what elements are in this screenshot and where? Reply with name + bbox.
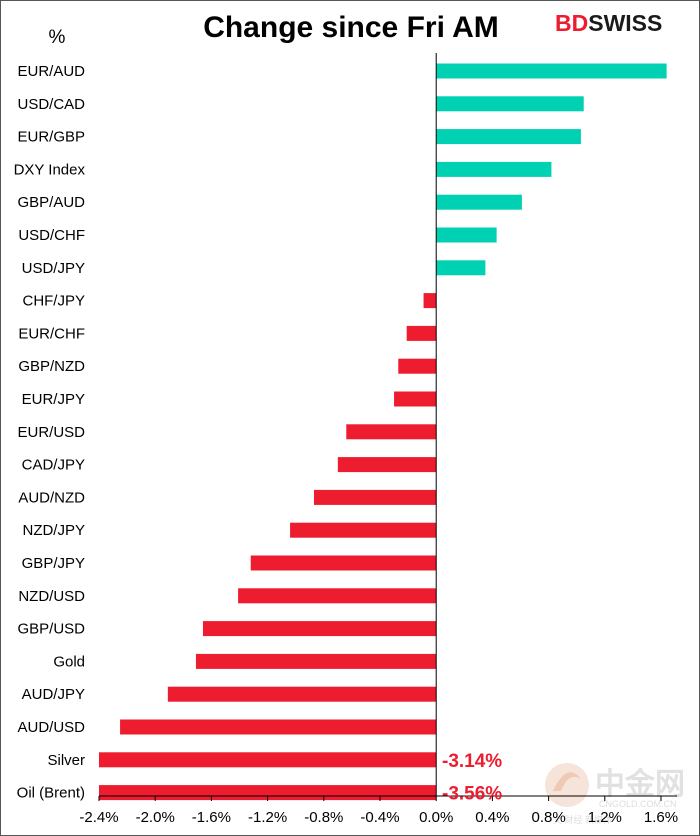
- x-tick-label: 0.8%: [531, 809, 565, 826]
- category-label-usd-chf: USD/CHF: [18, 227, 85, 244]
- bar-eur-gbp: [436, 129, 581, 145]
- x-tick-label: 0.4%: [475, 809, 509, 826]
- bar-usd-cad: [436, 96, 584, 112]
- category-label-aud-nzd: AUD/NZD: [18, 489, 85, 506]
- bar-gold: [195, 653, 437, 669]
- bar-usd-jpy: [436, 260, 486, 276]
- x-axis: -2.4% -2.0% -1.6% -1.2% -0.8% -0.4% 0.0% 0.4% 0.…: [79, 53, 678, 826]
- annotation-oil-brent: -3.56%: [442, 784, 502, 805]
- category-label-nzd-usd: NZD/USD: [18, 588, 85, 605]
- svg-text:BDSWISS: BDSWISS: [555, 10, 662, 36]
- category-label-gbp-nzd: GBP/NZD: [18, 358, 85, 375]
- bar-chf-jpy: [423, 293, 437, 309]
- x-tick-label: -0.4%: [360, 809, 399, 826]
- category-label-gbp-usd: GBP/USD: [17, 621, 85, 638]
- bar-aud-jpy: [167, 686, 437, 702]
- watermark-logo-icon: [545, 763, 589, 807]
- category-label-aud-jpy: AUD/JPY: [22, 686, 85, 703]
- x-tick-label: -1.6%: [192, 809, 231, 826]
- category-label-usd-jpy: USD/JPY: [22, 260, 85, 277]
- bar-gbp-usd: [202, 621, 437, 637]
- bar-gbp-nzd: [398, 358, 437, 374]
- bar-aud-nzd: [313, 489, 437, 505]
- bar-eur-usd: [346, 424, 437, 440]
- bar-eur-jpy: [394, 391, 437, 407]
- category-labels: EUR/AUD USD/CAD EUR/GBP DXY Index GBP/AUD USD…: [14, 63, 86, 802]
- bar-aud-usd: [120, 719, 437, 735]
- x-tick-label: -2.4%: [79, 809, 118, 826]
- bar-usd-chf: [436, 227, 497, 243]
- category-label-gold: Gold: [53, 653, 85, 670]
- bar-gbp-aud: [436, 194, 522, 210]
- chart-title: Change since Fri AM: [203, 11, 499, 44]
- category-label-eur-chf: EUR/CHF: [18, 325, 85, 342]
- category-label-dxy-index: DXY Index: [14, 161, 86, 178]
- bar-eur-aud: [436, 63, 667, 79]
- watermark-text: 中金网: [595, 767, 685, 801]
- x-tick-label: -2.0%: [136, 809, 175, 826]
- logo-swiss-text: SWISS: [588, 10, 662, 36]
- brand-logo: BDSWISS: [555, 10, 662, 36]
- category-label-nzd-jpy: NZD/JPY: [22, 522, 85, 539]
- bar-gbp-jpy: [250, 555, 437, 571]
- category-label-gbp-aud: GBP/AUD: [17, 194, 85, 211]
- x-tick-label: -0.8%: [304, 809, 343, 826]
- category-label-eur-usd: EUR/USD: [17, 424, 85, 441]
- unit-label: %: [49, 27, 66, 48]
- bar-eur-chf: [406, 325, 437, 341]
- bar-cad-jpy: [337, 457, 437, 473]
- category-label-eur-jpy: EUR/JPY: [22, 391, 85, 408]
- annotations: -3.14% -3.56%: [442, 751, 502, 805]
- category-label-gbp-jpy: GBP/JPY: [22, 555, 85, 572]
- x-tick-label: 1.2%: [588, 809, 622, 826]
- watermark-subtext: CNGOLD.COM.CN: [599, 799, 677, 809]
- logo-bd-text: BD: [555, 10, 588, 36]
- bar-nzd-usd: [238, 588, 437, 604]
- category-label-eur-aud: EUR/AUD: [17, 63, 85, 80]
- category-label-silver: Silver: [47, 752, 85, 769]
- category-label-chf-jpy: CHF/JPY: [22, 293, 85, 310]
- category-label-oil-brent: Oil (Brent): [17, 785, 85, 802]
- bars-group: [99, 63, 667, 801]
- x-tick-label: 1.6%: [644, 809, 678, 826]
- bar-dxy-index: [436, 161, 552, 177]
- category-label-usd-cad: USD/CAD: [17, 96, 85, 113]
- watermark-swirl-icon: [553, 772, 581, 791]
- category-label-aud-usd: AUD/USD: [17, 719, 85, 736]
- category-label-eur-gbp: EUR/GBP: [17, 129, 85, 146]
- bar-silver: [99, 752, 437, 768]
- category-label-cad-jpy: CAD/JPY: [22, 457, 85, 474]
- x-tick-label: -1.2%: [248, 809, 287, 826]
- annotation-silver: -3.14%: [442, 751, 502, 772]
- x-tick-label: 0.0%: [419, 809, 453, 826]
- bar-nzd-jpy: [290, 522, 437, 538]
- watermark-subtext-2: 文 财经 新媒体: [553, 814, 612, 825]
